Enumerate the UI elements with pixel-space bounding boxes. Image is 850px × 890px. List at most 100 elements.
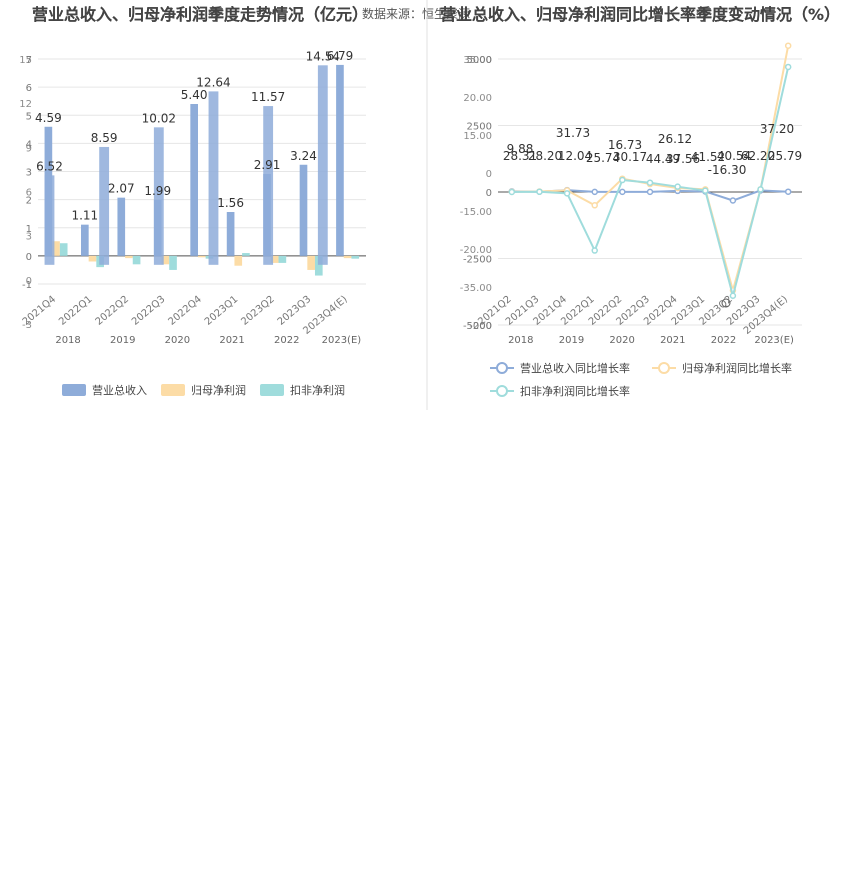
x-tick-label: 2021Q4 bbox=[21, 294, 58, 328]
bar-deducted-profit bbox=[169, 255, 177, 270]
bar-net-profit bbox=[270, 255, 279, 263]
y-tick-label-year: -200 bbox=[469, 321, 492, 332]
bar-year-revenue bbox=[208, 91, 219, 265]
y-tick-label: 6 bbox=[26, 83, 32, 94]
bar-deducted-profit bbox=[278, 255, 287, 263]
legend-label: 营业总收入同比增长率 bbox=[520, 361, 630, 375]
year-label: 2018 bbox=[55, 335, 80, 346]
y-tick-label: -2500 bbox=[463, 255, 492, 266]
bar-year-data-label: 10.02 bbox=[142, 111, 176, 125]
year-label: 2020 bbox=[165, 335, 190, 346]
y-tick-label-year: 20.00 bbox=[463, 93, 492, 104]
line-point bbox=[674, 183, 681, 190]
y-tick-label: 0 bbox=[486, 188, 492, 199]
y-tick-label: 5 bbox=[26, 111, 32, 122]
legend-label: 营业总收入 bbox=[92, 383, 147, 397]
y-tick-label-year: -20.00 bbox=[460, 245, 492, 256]
x-tick-label: 2022Q1 bbox=[57, 294, 94, 328]
bar-revenue bbox=[336, 64, 344, 256]
bar-net-profit bbox=[197, 255, 206, 258]
highlight-point bbox=[721, 298, 731, 308]
year-label: 2023(E) bbox=[754, 335, 794, 346]
bar-net-profit bbox=[125, 255, 133, 259]
line-data-label: 44.49 bbox=[646, 152, 680, 166]
bar-deducted-profit bbox=[132, 255, 141, 265]
bar-year-revenue bbox=[153, 127, 164, 265]
bar-data-label: 1.56 bbox=[217, 196, 244, 210]
bar-deducted-profit bbox=[59, 243, 68, 256]
x-tick-label: 2023Q1 bbox=[203, 294, 240, 328]
line-data-label: 62.20 bbox=[741, 149, 775, 163]
bar-revenue bbox=[81, 224, 89, 256]
line-data-label: 28.20 bbox=[528, 149, 562, 163]
growth-rate-line-chart: 5000 2500 0 -2500 -5000 35.00 20.00 15.00 0 -15.0… bbox=[460, 42, 802, 398]
bar-deducted-profit bbox=[351, 255, 360, 259]
line-point bbox=[784, 63, 792, 71]
line-data-label: 25.74 bbox=[586, 151, 620, 165]
line-point bbox=[729, 292, 737, 299]
legend-swatch bbox=[62, 384, 86, 396]
line-point bbox=[619, 188, 626, 196]
line-point bbox=[591, 202, 598, 209]
line-data-label: 31.73 bbox=[556, 126, 590, 140]
year-label: 2023(E) bbox=[322, 335, 362, 346]
y-tick-label-year: -15.00 bbox=[460, 207, 492, 218]
legend-marker bbox=[658, 362, 670, 374]
bar-deducted-profit bbox=[242, 253, 250, 256]
bar-year-data-label: 8.59 bbox=[91, 131, 118, 145]
line-point bbox=[591, 247, 598, 254]
y-tick-label: 0 bbox=[26, 252, 32, 263]
bar-data-label: 3.24 bbox=[290, 149, 317, 163]
x-tick-label: 2023Q2 bbox=[239, 294, 276, 328]
legend-swatch bbox=[161, 384, 185, 396]
legend-label: 扣非净利润 bbox=[290, 383, 345, 397]
y-tick-label-year: 15.00 bbox=[463, 131, 492, 142]
bar-net-profit bbox=[52, 241, 60, 256]
y-tick-label-year: 3 bbox=[26, 232, 32, 243]
year-label: 2022 bbox=[711, 335, 736, 346]
year-label: 2019 bbox=[559, 335, 584, 346]
bar-year-revenue bbox=[263, 106, 274, 265]
line-data-label: 25.79 bbox=[768, 149, 802, 163]
y-tick-label-year: -3 bbox=[22, 320, 32, 331]
bar-year-data-label: 11.57 bbox=[251, 90, 285, 104]
bar-year-data-label: 6.52 bbox=[36, 159, 63, 173]
y-tick-label: 2 bbox=[26, 196, 32, 207]
line-data-label: 28.31 bbox=[503, 149, 537, 163]
right-chart-year-title: 营业总收入、归母净利润同比增长率年度变动情况（%） bbox=[440, 5, 840, 24]
bar-year-data-label: 14.54 bbox=[306, 49, 340, 63]
legend-marker bbox=[496, 385, 508, 397]
line-point bbox=[784, 188, 792, 195]
bar-year-revenue bbox=[99, 146, 110, 265]
bar-net-profit bbox=[234, 255, 243, 266]
y-tick-label: 5000 bbox=[467, 55, 492, 66]
line-point bbox=[619, 176, 626, 184]
y-tick-label: -5000 bbox=[463, 321, 492, 332]
y-tick-label: 3 bbox=[26, 168, 32, 179]
legend-label: 归母净利润 bbox=[191, 383, 246, 397]
line-point bbox=[702, 187, 709, 194]
right-chart-title: 营业总收入、归母净利润同比增长率季度变动情况（%） bbox=[440, 5, 840, 24]
y-tick-label-year: 6 bbox=[26, 188, 32, 199]
line-point bbox=[508, 188, 516, 196]
bar-data-label: 5.40 bbox=[181, 88, 208, 102]
bar-net-profit bbox=[88, 255, 97, 262]
line-data-label: 9.88 bbox=[507, 142, 534, 156]
line-point bbox=[729, 197, 737, 204]
y-tick-label: -1 bbox=[22, 280, 32, 291]
line-data-label: 16.73 bbox=[608, 138, 642, 152]
year-label: 2021 bbox=[660, 335, 685, 346]
legend-marker bbox=[496, 362, 508, 374]
bar-net-profit bbox=[343, 255, 352, 259]
bar-data-label: 2.07 bbox=[108, 182, 135, 196]
line-point bbox=[591, 188, 598, 196]
x-tick-label: 2022Q3 bbox=[130, 294, 167, 328]
y-tick-label-year: -35.00 bbox=[460, 283, 492, 294]
y-tick-label-year: 15 bbox=[19, 55, 32, 66]
y-tick-label-year: 9 bbox=[26, 143, 32, 154]
line-point bbox=[646, 179, 654, 186]
year-label: 2022 bbox=[274, 335, 299, 346]
line-point bbox=[563, 190, 571, 197]
left-chart-year-title: 营业总收入、归母净利润年度走势情况（亿元） bbox=[32, 5, 368, 24]
bar-revenue bbox=[299, 164, 308, 256]
